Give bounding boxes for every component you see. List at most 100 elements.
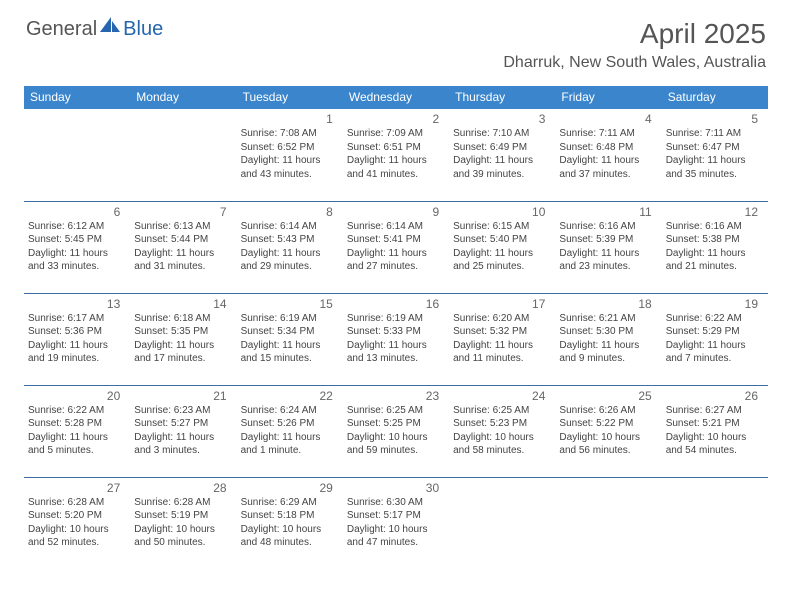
logo: General Blue — [26, 18, 163, 41]
day-details: Sunrise: 6:16 AMSunset: 5:39 PMDaylight:… — [559, 220, 657, 274]
sunrise-line: Sunrise: 6:22 AM — [666, 312, 764, 326]
day-number: 26 — [666, 389, 764, 404]
sunrise-line: Sunrise: 6:24 AM — [241, 404, 339, 418]
calendar-cell: 8Sunrise: 6:14 AMSunset: 5:43 PMDaylight… — [237, 201, 343, 293]
sunset-line: Sunset: 6:47 PM — [666, 141, 764, 155]
sunset-line: Sunset: 5:44 PM — [134, 233, 232, 247]
day-details: Sunrise: 7:08 AMSunset: 6:52 PMDaylight:… — [241, 127, 339, 181]
calendar-cell: 22Sunrise: 6:24 AMSunset: 5:26 PMDayligh… — [237, 385, 343, 477]
sunset-line: Sunset: 5:28 PM — [28, 417, 126, 431]
sunset-line: Sunset: 5:38 PM — [666, 233, 764, 247]
calendar-cell: 25Sunrise: 6:26 AMSunset: 5:22 PMDayligh… — [555, 385, 661, 477]
day-details: Sunrise: 6:30 AMSunset: 5:17 PMDaylight:… — [347, 496, 445, 550]
day-number: 2 — [347, 112, 445, 127]
calendar-cell: 17Sunrise: 6:20 AMSunset: 5:32 PMDayligh… — [449, 293, 555, 385]
calendar-cell: 6Sunrise: 6:12 AMSunset: 5:45 PMDaylight… — [24, 201, 130, 293]
calendar-cell: 1Sunrise: 7:08 AMSunset: 6:52 PMDaylight… — [237, 109, 343, 201]
calendar-cell: 9Sunrise: 6:14 AMSunset: 5:41 PMDaylight… — [343, 201, 449, 293]
daylight-line: Daylight: 11 hours and 9 minutes. — [559, 339, 657, 366]
day-number: 23 — [347, 389, 445, 404]
sunset-line: Sunset: 6:48 PM — [559, 141, 657, 155]
calendar-cell: 26Sunrise: 6:27 AMSunset: 5:21 PMDayligh… — [662, 385, 768, 477]
day-details: Sunrise: 6:21 AMSunset: 5:30 PMDaylight:… — [559, 312, 657, 366]
calendar-cell: 10Sunrise: 6:15 AMSunset: 5:40 PMDayligh… — [449, 201, 555, 293]
daylight-line: Daylight: 11 hours and 27 minutes. — [347, 247, 445, 274]
day-details: Sunrise: 6:20 AMSunset: 5:32 PMDaylight:… — [453, 312, 551, 366]
sunset-line: Sunset: 5:25 PM — [347, 417, 445, 431]
day-number: 25 — [559, 389, 657, 404]
day-details: Sunrise: 7:09 AMSunset: 6:51 PMDaylight:… — [347, 127, 445, 181]
sunset-line: Sunset: 5:18 PM — [241, 509, 339, 523]
day-header-row: Sunday Monday Tuesday Wednesday Thursday… — [24, 86, 768, 109]
page-title: April 2025 — [503, 18, 766, 50]
daylight-line: Daylight: 10 hours and 48 minutes. — [241, 523, 339, 550]
sunset-line: Sunset: 5:22 PM — [559, 417, 657, 431]
day-details: Sunrise: 6:19 AMSunset: 5:33 PMDaylight:… — [347, 312, 445, 366]
day-number: 11 — [559, 205, 657, 220]
day-number: 30 — [347, 481, 445, 496]
day-number: 18 — [559, 297, 657, 312]
day-number: 19 — [666, 297, 764, 312]
sunrise-line: Sunrise: 6:28 AM — [134, 496, 232, 510]
daylight-line: Daylight: 11 hours and 19 minutes. — [28, 339, 126, 366]
day-number: 21 — [134, 389, 232, 404]
daylight-line: Daylight: 11 hours and 33 minutes. — [28, 247, 126, 274]
sunrise-line: Sunrise: 6:19 AM — [241, 312, 339, 326]
day-details: Sunrise: 6:17 AMSunset: 5:36 PMDaylight:… — [28, 312, 126, 366]
sunrise-line: Sunrise: 7:08 AM — [241, 127, 339, 141]
daylight-line: Daylight: 10 hours and 50 minutes. — [134, 523, 232, 550]
daylight-line: Daylight: 11 hours and 23 minutes. — [559, 247, 657, 274]
sunrise-line: Sunrise: 6:13 AM — [134, 220, 232, 234]
day-header: Tuesday — [237, 86, 343, 109]
daylight-line: Daylight: 11 hours and 15 minutes. — [241, 339, 339, 366]
daylight-line: Daylight: 11 hours and 39 minutes. — [453, 154, 551, 181]
daylight-line: Daylight: 10 hours and 52 minutes. — [28, 523, 126, 550]
calendar-cell: 5Sunrise: 7:11 AMSunset: 6:47 PMDaylight… — [662, 109, 768, 201]
day-number: 8 — [241, 205, 339, 220]
daylight-line: Daylight: 11 hours and 35 minutes. — [666, 154, 764, 181]
sunset-line: Sunset: 5:43 PM — [241, 233, 339, 247]
calendar-cell: 29Sunrise: 6:29 AMSunset: 5:18 PMDayligh… — [237, 477, 343, 569]
sunset-line: Sunset: 5:26 PM — [241, 417, 339, 431]
calendar-cell: 28Sunrise: 6:28 AMSunset: 5:19 PMDayligh… — [130, 477, 236, 569]
sunset-line: Sunset: 5:20 PM — [28, 509, 126, 523]
sunset-line: Sunset: 5:29 PM — [666, 325, 764, 339]
sunrise-line: Sunrise: 6:17 AM — [28, 312, 126, 326]
sunrise-line: Sunrise: 6:21 AM — [559, 312, 657, 326]
day-number: 28 — [134, 481, 232, 496]
sunrise-line: Sunrise: 6:14 AM — [241, 220, 339, 234]
sunrise-line: Sunrise: 6:25 AM — [453, 404, 551, 418]
calendar-row: 6Sunrise: 6:12 AMSunset: 5:45 PMDaylight… — [24, 201, 768, 293]
day-details: Sunrise: 7:10 AMSunset: 6:49 PMDaylight:… — [453, 127, 551, 181]
day-number: 5 — [666, 112, 764, 127]
day-number: 12 — [666, 205, 764, 220]
day-number: 6 — [28, 205, 126, 220]
sunrise-line: Sunrise: 7:09 AM — [347, 127, 445, 141]
sunrise-line: Sunrise: 6:18 AM — [134, 312, 232, 326]
calendar-cell — [449, 477, 555, 569]
calendar-row: 27Sunrise: 6:28 AMSunset: 5:20 PMDayligh… — [24, 477, 768, 569]
day-details: Sunrise: 6:14 AMSunset: 5:41 PMDaylight:… — [347, 220, 445, 274]
day-details: Sunrise: 6:28 AMSunset: 5:19 PMDaylight:… — [134, 496, 232, 550]
daylight-line: Daylight: 11 hours and 1 minute. — [241, 431, 339, 458]
calendar-cell — [555, 477, 661, 569]
calendar-cell: 30Sunrise: 6:30 AMSunset: 5:17 PMDayligh… — [343, 477, 449, 569]
day-number: 9 — [347, 205, 445, 220]
day-details: Sunrise: 6:26 AMSunset: 5:22 PMDaylight:… — [559, 404, 657, 458]
daylight-line: Daylight: 10 hours and 58 minutes. — [453, 431, 551, 458]
sunset-line: Sunset: 5:35 PM — [134, 325, 232, 339]
day-details: Sunrise: 6:16 AMSunset: 5:38 PMDaylight:… — [666, 220, 764, 274]
daylight-line: Daylight: 11 hours and 5 minutes. — [28, 431, 126, 458]
calendar-cell: 23Sunrise: 6:25 AMSunset: 5:25 PMDayligh… — [343, 385, 449, 477]
sunrise-line: Sunrise: 7:11 AM — [666, 127, 764, 141]
calendar-cell: 19Sunrise: 6:22 AMSunset: 5:29 PMDayligh… — [662, 293, 768, 385]
daylight-line: Daylight: 10 hours and 54 minutes. — [666, 431, 764, 458]
calendar-cell: 13Sunrise: 6:17 AMSunset: 5:36 PMDayligh… — [24, 293, 130, 385]
day-details: Sunrise: 6:14 AMSunset: 5:43 PMDaylight:… — [241, 220, 339, 274]
daylight-line: Daylight: 11 hours and 13 minutes. — [347, 339, 445, 366]
sunset-line: Sunset: 5:21 PM — [666, 417, 764, 431]
day-details: Sunrise: 6:19 AMSunset: 5:34 PMDaylight:… — [241, 312, 339, 366]
day-details: Sunrise: 6:22 AMSunset: 5:28 PMDaylight:… — [28, 404, 126, 458]
calendar-cell: 24Sunrise: 6:25 AMSunset: 5:23 PMDayligh… — [449, 385, 555, 477]
calendar-cell: 16Sunrise: 6:19 AMSunset: 5:33 PMDayligh… — [343, 293, 449, 385]
